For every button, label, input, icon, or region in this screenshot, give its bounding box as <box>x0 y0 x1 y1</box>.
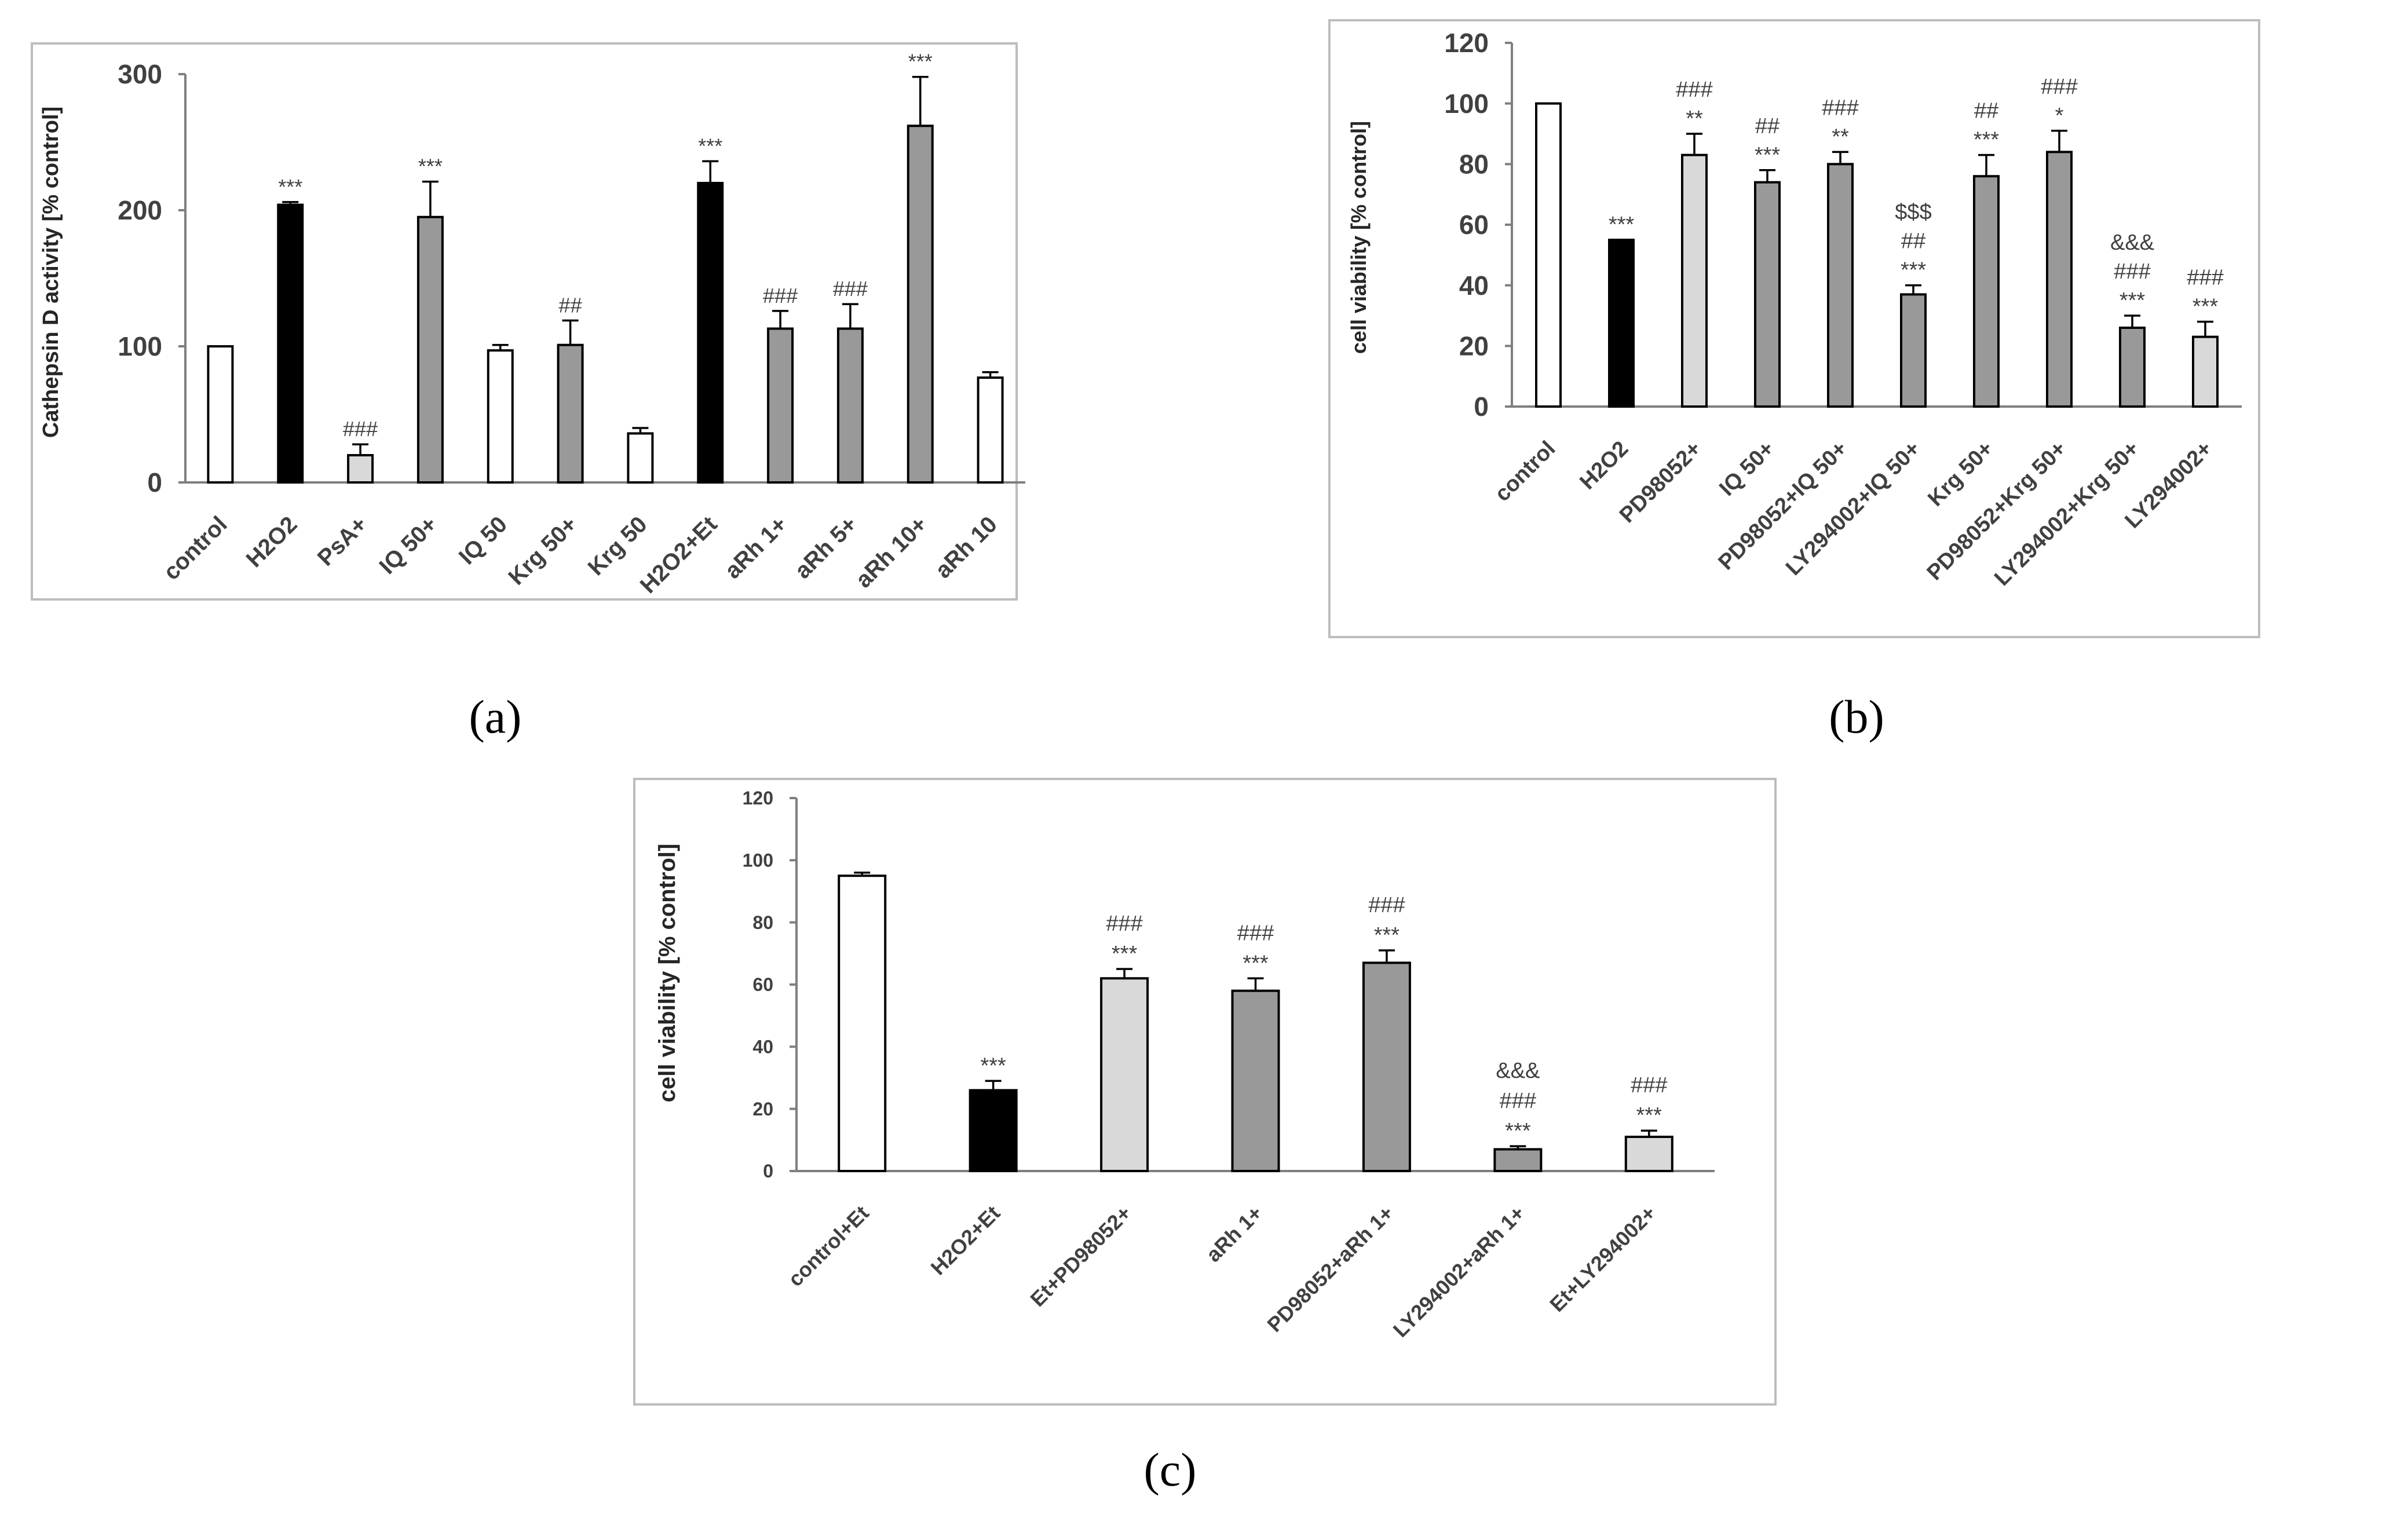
significance-label: *** <box>1901 258 1927 283</box>
bar <box>1231 989 1280 1172</box>
significance-label: ### <box>1500 1089 1536 1113</box>
chart-frame <box>31 42 1018 601</box>
bar <box>557 343 584 484</box>
y-tick-label: 200 <box>118 195 162 225</box>
y-axis-label: cell viability [% control] <box>1347 121 1371 354</box>
chart-panel-c: 0 20 40 60 80 100 120 cell viability [% control… <box>633 778 1777 1406</box>
bar <box>207 345 234 484</box>
significance-label: ### <box>833 277 868 301</box>
chart-frame <box>1328 19 2260 638</box>
significance-label: *** <box>1974 128 2000 152</box>
significance-label: ### <box>1368 893 1405 917</box>
y-tick-label: 100 <box>1444 89 1489 119</box>
significance-label: *** <box>2193 294 2219 319</box>
bar <box>1681 153 1708 408</box>
significance-label: *** <box>1112 942 1138 966</box>
significance-label: ** <box>1832 125 1849 149</box>
significance-label: *** <box>418 155 443 178</box>
bar <box>697 182 724 484</box>
panel-label: (a) <box>469 690 521 743</box>
significance-label: *** <box>1609 213 1635 237</box>
bar <box>1827 163 1854 408</box>
y-tick-label: 0 <box>147 467 162 497</box>
panel-label: (c) <box>1143 1443 1196 1496</box>
y-tick-label: 120 <box>1444 28 1489 58</box>
significance-label: *** <box>1243 951 1269 975</box>
significance-label: * <box>2055 104 2064 128</box>
y-axis-label: Cathepsin D activity [% control] <box>39 107 63 438</box>
bar <box>487 349 514 484</box>
y-tick-label: 20 <box>1459 331 1489 361</box>
y-tick-label: 100 <box>743 850 773 871</box>
significance-label: ## <box>1901 229 1925 254</box>
y-tick-label: 40 <box>752 1037 773 1058</box>
significance-label: &&& <box>2110 231 2154 255</box>
y-tick-label: 300 <box>118 59 162 89</box>
bar <box>347 454 374 484</box>
y-tick-label: 0 <box>763 1161 773 1181</box>
bar <box>416 215 444 484</box>
significance-label: ### <box>1237 921 1274 945</box>
significance-label: ### <box>2041 75 2077 99</box>
y-tick-label: 60 <box>1459 210 1489 240</box>
y-tick-label: 40 <box>1459 270 1489 301</box>
significance-label: ### <box>2114 259 2150 284</box>
panel-label: (b) <box>1829 690 1884 743</box>
significance-label: ### <box>763 284 798 308</box>
significance-label: *** <box>1755 143 1781 167</box>
bar <box>1100 977 1149 1173</box>
significance-label: *** <box>2120 288 2146 313</box>
y-tick-label: 100 <box>118 331 162 361</box>
significance-label: &&& <box>1496 1059 1540 1083</box>
bar <box>2119 326 2146 408</box>
y-tick-label: 60 <box>752 974 773 995</box>
significance-label: *** <box>980 1053 1006 1078</box>
bar <box>1754 181 1781 408</box>
bar <box>969 1089 1018 1173</box>
bar <box>627 432 654 484</box>
significance-label: *** <box>1374 923 1400 947</box>
significance-label: *** <box>1636 1103 1662 1128</box>
chart-panel-b: 0 20 40 60 80 100 120 cell viability [% control… <box>1328 19 2260 638</box>
bar <box>1624 1135 1673 1173</box>
chart-panel-a: 0 100 200 300 Cathepsin D activity [% contro… <box>31 42 1025 601</box>
significance-label: ** <box>1686 107 1703 131</box>
significance-label: ### <box>1676 78 1712 102</box>
chart-frame <box>633 778 1777 1406</box>
significance-label: ### <box>1822 96 1858 120</box>
bar <box>1493 1148 1543 1173</box>
significance-label: ## <box>559 293 582 317</box>
significance-label: *** <box>908 50 933 74</box>
significance-label: ## <box>1755 114 1779 138</box>
significance-label: ### <box>2187 265 2223 290</box>
bar <box>1362 961 1411 1173</box>
y-tick-label: 80 <box>752 912 773 933</box>
significance-label: ### <box>1631 1073 1667 1097</box>
bar <box>277 203 304 484</box>
bar <box>2192 335 2219 408</box>
bar <box>1535 102 1562 408</box>
bar <box>767 327 794 484</box>
significance-label: *** <box>278 175 302 199</box>
bar <box>2046 151 2073 408</box>
bar <box>836 327 864 484</box>
significance-label: *** <box>1505 1119 1531 1143</box>
bar <box>1973 175 2000 408</box>
y-axis-label: cell viability [% control] <box>655 844 680 1103</box>
y-tick-label: 0 <box>1474 392 1489 422</box>
bar <box>1608 239 1635 408</box>
bar <box>838 875 887 1172</box>
bar <box>1900 293 1927 408</box>
significance-label: ## <box>1974 99 1998 123</box>
significance-label: ### <box>1106 912 1142 936</box>
bar <box>977 376 1004 484</box>
y-tick-label: 80 <box>1459 149 1489 179</box>
significance-label: ### <box>343 417 378 441</box>
significance-label: *** <box>698 134 722 158</box>
bar <box>907 125 934 484</box>
significance-label: $$$ <box>1895 200 1931 225</box>
y-tick-label: 20 <box>752 1099 773 1119</box>
y-tick-label: 120 <box>743 788 773 808</box>
